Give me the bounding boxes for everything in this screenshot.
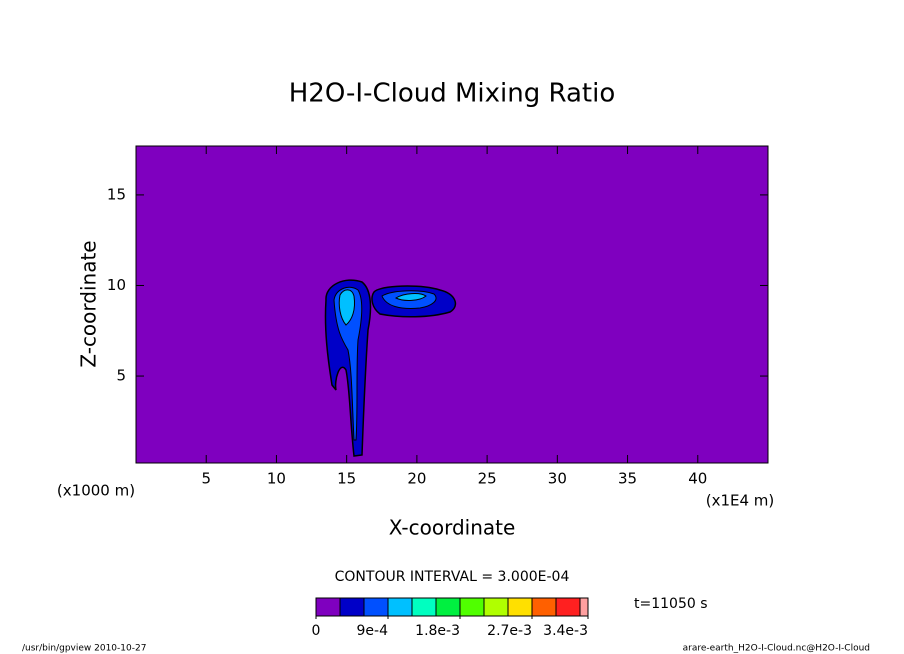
colorbar-box [339, 597, 365, 617]
contour-region [333, 286, 363, 441]
x-unit: (x1E4 m) [706, 492, 775, 510]
y-tick-label: 10 [107, 276, 126, 294]
contour-interval: CONTOUR INTERVAL = 3.000E-04 [335, 569, 570, 585]
x-tick-label: 15 [337, 470, 356, 488]
y-tick-label: 15 [107, 185, 126, 203]
contour-field [324, 279, 457, 457]
y-axis-label: Z-coordinate [77, 240, 101, 367]
footer-right: arare-earth_H2O-I-Cloud.nc@H2O-I-Cloud [683, 644, 870, 654]
x-tick-label: 40 [688, 470, 707, 488]
colorbar-box [555, 597, 581, 617]
colorbar-label: 3.4e-3 [543, 623, 588, 639]
footer-left: /usr/bin/gpview 2010-10-27 [22, 644, 146, 654]
time-label: t=11050 s [634, 596, 708, 612]
colorbar-box [411, 597, 437, 617]
contour-region [394, 293, 427, 301]
x-tick-label: 5 [201, 470, 211, 488]
chart-title: H2O-I-Cloud Mixing Ratio [289, 79, 616, 109]
x-tick-label: 35 [618, 470, 637, 488]
y-unit: (x1000 m) [57, 482, 135, 500]
colorbar-box [459, 597, 485, 617]
colorbar-label: 2.7e-3 [487, 623, 532, 639]
plot-frame [135, 145, 769, 464]
x-tick-label: 10 [267, 470, 286, 488]
colorbar-box [363, 597, 389, 617]
x-axis-label: X-coordinate [389, 516, 516, 540]
colorbar-label: 9e-4 [357, 623, 389, 639]
colorbar-box [531, 597, 557, 617]
colorbar-label: 0 [312, 623, 321, 639]
colorbar-box [315, 597, 341, 617]
y-tick-label: 5 [116, 367, 126, 385]
colorbar-box [507, 597, 533, 617]
colorbar-box [387, 597, 413, 617]
x-tick-label: 25 [478, 470, 497, 488]
x-tick-label: 30 [548, 470, 567, 488]
colorbar-box [579, 597, 589, 617]
colorbar-box [435, 597, 461, 617]
colorbar-box [483, 597, 509, 617]
contour-region [338, 289, 355, 326]
x-tick-label: 20 [407, 470, 426, 488]
colorbar-label: 1.8e-3 [415, 623, 460, 639]
